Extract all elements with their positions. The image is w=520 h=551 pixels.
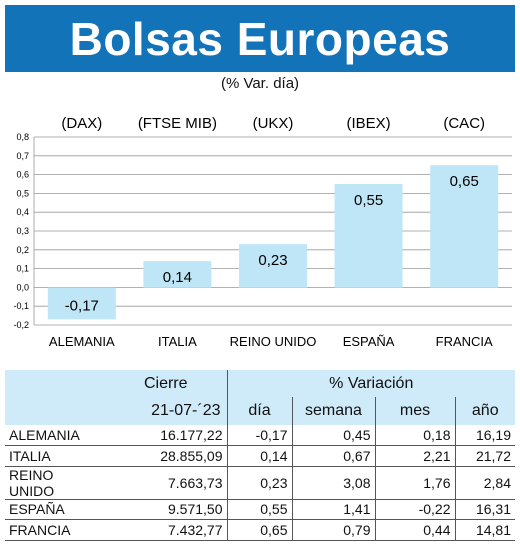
- bar: [239, 244, 307, 288]
- row-name: REINO UNIDO: [5, 466, 105, 500]
- row-cierre: 28.855,09: [105, 445, 227, 467]
- index-label: (CAC): [443, 115, 485, 132]
- row-dia: 0,23: [226, 466, 292, 500]
- row-name: ESPAÑA: [5, 499, 105, 520]
- bar: [430, 165, 499, 288]
- data-table: Cierre % Variación 21-07-´23 día semana …: [5, 370, 515, 541]
- row-mes: 2,21: [374, 445, 455, 467]
- row-cierre: 9.571,50: [105, 499, 227, 520]
- category-label: ESPAÑA: [343, 334, 395, 349]
- category-label: REINO UNIDO: [230, 334, 317, 349]
- index-label: (DAX): [61, 115, 102, 132]
- row-cierre: 16.177,22: [105, 425, 227, 446]
- row-ano: 14,81: [454, 519, 515, 541]
- row-ano: 16,19: [454, 425, 515, 446]
- category-label: ALEMANIA: [49, 334, 115, 349]
- row-dia: 0,55: [226, 499, 292, 520]
- row-name: FRANCIA: [5, 519, 105, 541]
- row-mes: 1,76: [374, 466, 455, 500]
- row-semana: 0,67: [291, 445, 375, 467]
- row-semana: 1,41: [291, 499, 375, 520]
- index-label: (FTSE MIB): [138, 115, 217, 132]
- row-mes: 0,18: [374, 425, 455, 446]
- row-dia: -0,17: [226, 425, 292, 446]
- bar: [47, 287, 116, 320]
- header-empty: [5, 370, 105, 397]
- y-tick-label: 0,2: [16, 245, 29, 255]
- table-row: FRANCIA 7.432,77 0,65 0,79 0,44 14,81: [5, 519, 515, 541]
- row-cierre: 7.432,77: [105, 519, 227, 541]
- page-title: Bolsas Europeas: [69, 12, 451, 65]
- index-label: (UKX): [253, 115, 294, 132]
- bar-value-label: 0,23: [258, 252, 287, 269]
- y-tick-label: 0,8: [16, 132, 29, 142]
- table-row: ESPAÑA 9.571,50 0,55 1,41 -0,22 16,31: [5, 499, 515, 520]
- bar: [334, 184, 403, 288]
- bar-value-label: 0,14: [163, 269, 192, 286]
- row-ano: 21,72: [454, 445, 515, 467]
- row-semana: 0,45: [291, 425, 375, 446]
- row-mes: 0,44: [374, 519, 455, 541]
- header-cierre: Cierre: [105, 370, 227, 397]
- category-label: FRANCIA: [436, 334, 493, 349]
- bar-value-label: -0,17: [65, 297, 99, 314]
- row-ano: 16,31: [454, 499, 515, 520]
- table-row: REINO UNIDO 7.663,73 0,23 3,08 1,76 2,84: [5, 466, 515, 500]
- row-name: ITALIA: [5, 445, 105, 467]
- bar: [143, 261, 212, 288]
- y-tick-label: 0,1: [16, 264, 29, 274]
- y-tick-label: 0,4: [16, 207, 29, 217]
- header-dia: día: [226, 397, 292, 425]
- row-ano: 2,84: [454, 466, 515, 500]
- bar-chart: -0,2 -0,1 0,0 0,1 0,2 0,3 0,4 0,5 0,6 0,7 0,8 -0,17…: [13, 115, 512, 349]
- row-mes: -0,22: [374, 499, 455, 520]
- header-mes: mes: [374, 397, 455, 425]
- table-row: ITALIA 28.855,09 0,14 0,67 2,21 21,72: [5, 445, 515, 467]
- header-variacion: % Variación: [226, 370, 515, 397]
- row-dia: 0,14: [226, 445, 292, 467]
- header-semana: semana: [291, 397, 375, 425]
- y-tick-label: -0,1: [13, 301, 29, 311]
- y-tick-label: 0,0: [16, 282, 29, 292]
- row-semana: 0,79: [291, 519, 375, 541]
- y-tick-label: 0,3: [16, 226, 29, 236]
- title-banner: Bolsas Europeas: [5, 5, 515, 72]
- y-tick-label: 0,6: [16, 170, 29, 180]
- row-cierre: 7.663,73: [105, 466, 227, 500]
- table-row: ALEMANIA 16.177,22 -0,17 0,45 0,18 16,19: [5, 425, 515, 446]
- row-semana: 3,08: [291, 466, 375, 500]
- bar-value-label: 0,55: [354, 192, 383, 209]
- index-label: (IBEX): [347, 115, 391, 132]
- y-tick-label: 0,5: [16, 188, 29, 198]
- row-dia: 0,65: [226, 519, 292, 541]
- y-tick-label: 0,7: [16, 151, 29, 161]
- bar-value-label: 0,65: [450, 173, 479, 190]
- header-empty-2: [5, 397, 105, 425]
- header-ano: año: [454, 397, 515, 425]
- chart-subtitle: (% Var. día): [220, 75, 300, 92]
- row-name: ALEMANIA: [5, 425, 105, 446]
- category-label: ITALIA: [158, 334, 197, 349]
- header-date: 21-07-´23: [105, 397, 227, 425]
- y-tick-label: -0,2: [13, 320, 29, 330]
